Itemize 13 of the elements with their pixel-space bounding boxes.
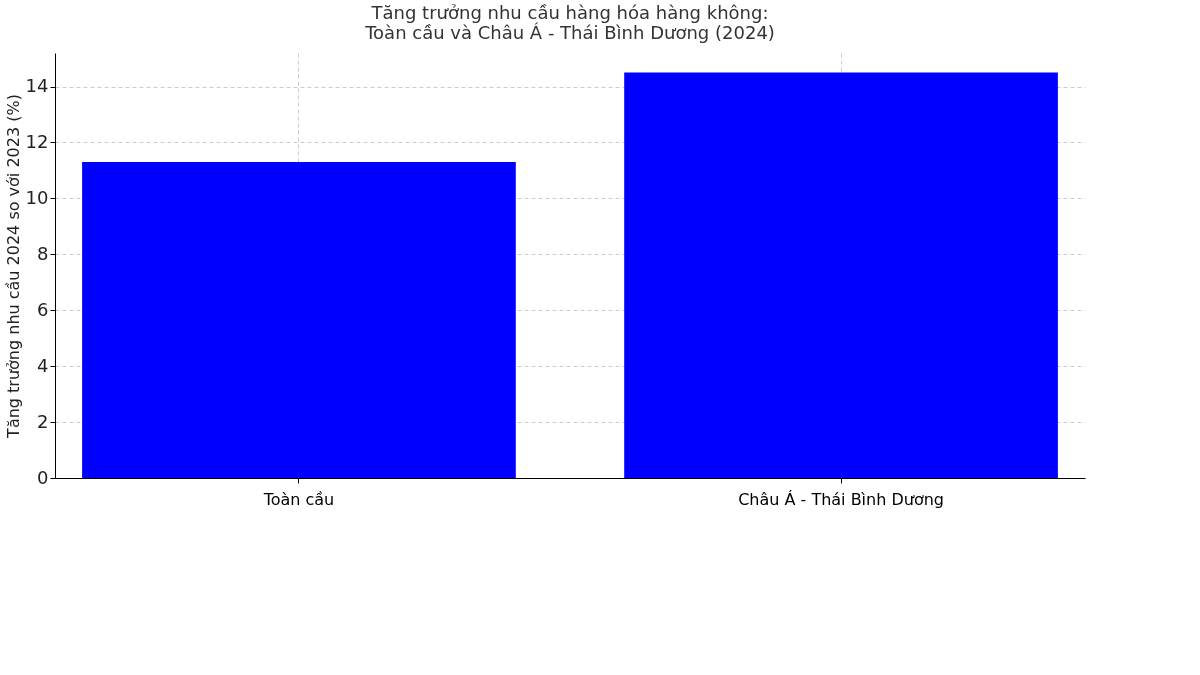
text: Tăng trưởng nhu cầu hàng hóa hàng không: <box>371 2 769 23</box>
y-tick-label: 4 <box>37 354 49 376</box>
y-tick-label: 0 <box>37 466 49 488</box>
y-tick-label: 10 <box>25 186 49 208</box>
y-tick-label: 2 <box>37 410 49 432</box>
y-tick-label: 6 <box>37 298 49 320</box>
text: Toàn cầu và Châu Á - Thái Bình Dương (2024) <box>365 22 775 43</box>
x-tick-label: Châu Á - Thái Bình Dương <box>738 489 944 509</box>
y-tick-label: 8 <box>37 242 49 264</box>
x-tick-label: Toàn cầu <box>262 489 335 509</box>
y-axis-title: Tăng trưởng nhu cầu 2024 so với 2023 (%) <box>3 94 23 439</box>
y-tick-label: 12 <box>25 130 49 152</box>
y-tick-label: 14 <box>25 75 49 97</box>
